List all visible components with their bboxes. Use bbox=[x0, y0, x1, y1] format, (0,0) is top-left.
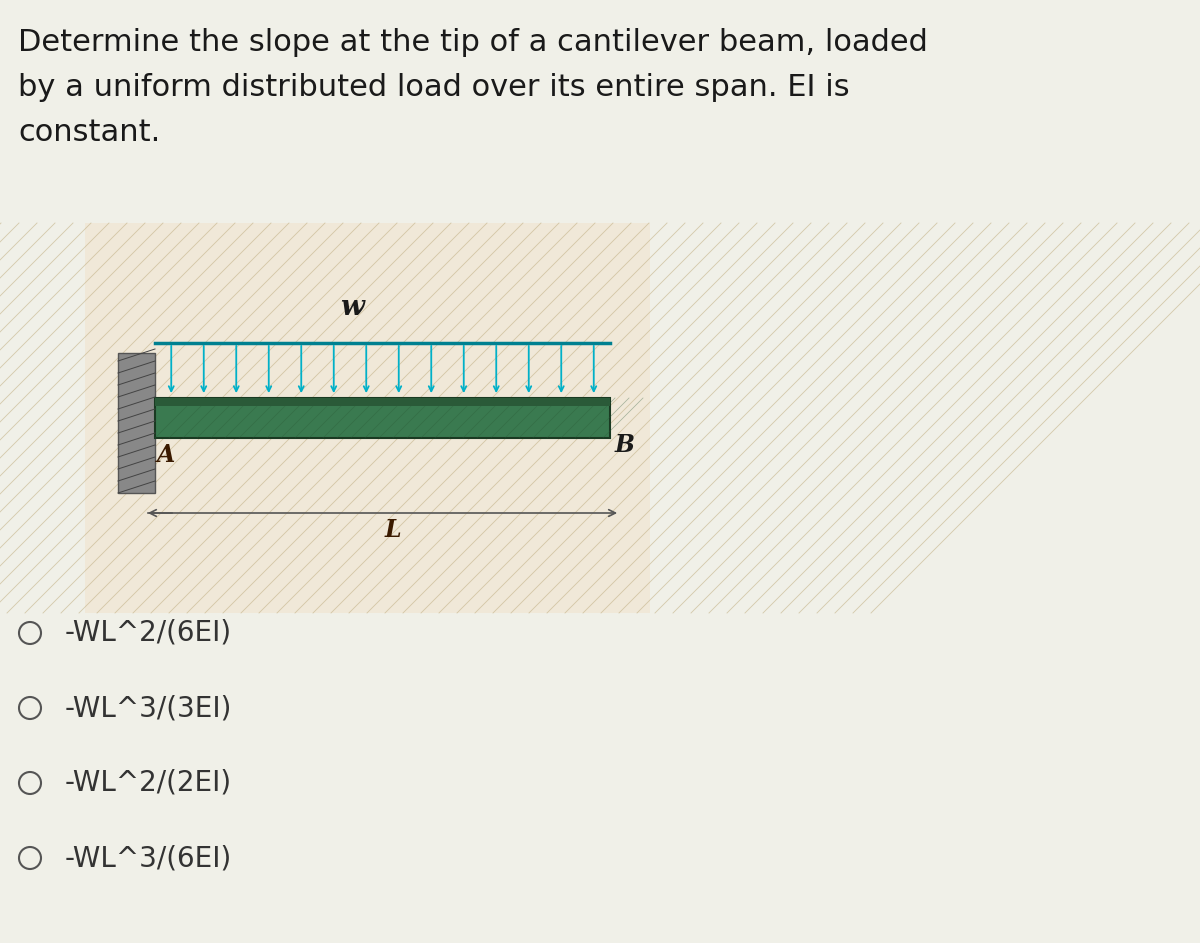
Bar bbox=[85, 223, 650, 613]
Text: -WL^2/(2EI): -WL^2/(2EI) bbox=[65, 769, 232, 797]
Text: constant.: constant. bbox=[18, 118, 161, 147]
Text: by a uniform distributed load over its entire span. EI is: by a uniform distributed load over its e… bbox=[18, 73, 850, 102]
Text: -WL^2/(6EI): -WL^2/(6EI) bbox=[65, 619, 232, 647]
Text: -WL^3/(3EI): -WL^3/(3EI) bbox=[65, 694, 233, 722]
Bar bbox=[155, 398, 610, 406]
Text: -WL^3/(6EI): -WL^3/(6EI) bbox=[65, 844, 233, 872]
Text: B: B bbox=[616, 433, 635, 457]
Text: Determine the slope at the tip of a cantilever beam, loaded: Determine the slope at the tip of a cant… bbox=[18, 28, 928, 57]
Bar bbox=[118, 353, 155, 493]
Text: L: L bbox=[384, 518, 401, 542]
Bar bbox=[155, 398, 610, 438]
Text: A: A bbox=[157, 443, 175, 467]
Text: w: w bbox=[341, 294, 365, 321]
